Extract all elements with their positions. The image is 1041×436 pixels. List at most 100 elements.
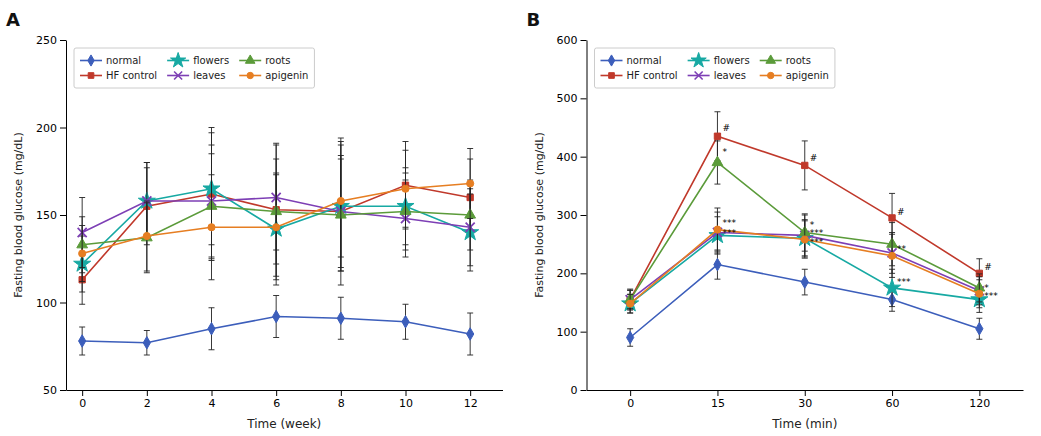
annotation: ** [897,244,907,254]
x-tick-label: 0 [79,397,86,410]
y-tick-label: 400 [557,151,578,164]
error-bar [802,269,808,295]
error-bar [403,150,409,227]
marker [714,133,720,139]
legend-marker [695,71,703,79]
x-tick: 10 [399,390,413,410]
x-tick: 2 [144,390,151,410]
x-tick-mark [717,390,718,396]
x-tick: 15 [711,390,725,410]
y-tick-mark [581,157,587,158]
x-tick-label: 120 [969,397,990,410]
legend-label: leaves [714,70,746,81]
marker [802,162,808,168]
marker [143,232,150,239]
legend: normalHF controlflowersleavesrootsapigen… [74,48,314,88]
legend: normal HF control flowers leaves roots apigen… [595,48,835,88]
x-tick-label: 8 [338,397,345,410]
y-tick-mark [581,40,587,41]
annotation: # [984,262,992,272]
annotation: *** [722,228,736,238]
legend-label: HF control [627,70,678,81]
series [626,212,984,309]
series [79,145,474,282]
marker [402,316,409,328]
x-tick-label: 30 [798,397,812,410]
error-bar [976,318,982,339]
error-bar [209,308,215,350]
y-tick: 500 [557,92,587,105]
x-tick-label: 0 [627,397,634,410]
marker [888,252,895,259]
marker [402,185,409,192]
x-tick: 120 [969,390,990,410]
error-bar [627,294,633,313]
legend-marker [609,73,615,79]
x-tick-label: 4 [209,397,216,410]
marker [976,290,983,297]
error-bar [273,296,279,338]
annotation: # [810,153,818,163]
y-tick-label: 250 [36,34,57,47]
x-tick-mark [630,390,631,396]
error-bar [467,313,473,355]
legend-label: roots [786,55,811,66]
y-tick: 200 [36,122,66,135]
legend-item: HF control [80,70,157,81]
marker [208,224,215,231]
marker [141,232,152,241]
legend-item: flowers [688,52,750,66]
y-tick: 600 [557,34,587,47]
x-tick-mark [406,390,407,396]
x-tick-label: 15 [711,397,725,410]
y-tick: 400 [557,151,587,164]
y-tick-label: 50 [43,384,57,397]
legend-marker [88,55,94,66]
error-bar [338,297,344,339]
error-bar [802,221,808,258]
y-tick: 250 [36,34,66,47]
marker [627,331,634,343]
legend-label: flowers [193,55,229,66]
x-tick-label: 10 [399,397,413,410]
series-line [630,230,979,304]
series-line [630,265,979,338]
marker [79,250,86,257]
y-tick-mark [60,40,66,41]
series-line [630,163,979,300]
panel: 01530601200100200300400500600Time (min)F… [527,9,1024,431]
marker [889,215,895,221]
y-tick: 150 [36,209,66,222]
marker [712,156,723,165]
y-tick-mark [581,390,587,391]
x-tick-label: 6 [273,397,280,410]
annotations: #*******#*******#*****#**** [722,123,998,302]
y-axis-line [66,41,67,391]
legend-item: flowers [167,52,229,66]
error-bar [144,331,150,356]
error-bar [273,175,279,280]
marker [273,224,280,231]
annotation: *** [897,277,911,287]
x-tick-mark [805,390,806,396]
x-tick: 12 [464,390,478,410]
y-tick-label: 150 [36,209,57,222]
plot-area [622,112,988,347]
legend-item: leaves [688,70,746,81]
legend-marker [768,72,774,78]
error-bar [79,327,85,355]
y-tick-label: 300 [557,209,578,222]
panel: 02468101250100150200250Time (week)Fastin… [6,9,503,431]
marker [79,335,86,347]
marker [143,337,150,349]
x-tick: 4 [209,390,216,410]
y-tick: 100 [36,297,66,310]
y-tick-label: 200 [557,267,578,280]
legend-item: normal [601,55,662,66]
y-axis-line [587,41,588,391]
legend-item: apigenin [760,70,829,81]
series [627,112,983,310]
y-tick-label: 100 [36,297,57,310]
x-tick-label: 60 [886,397,900,410]
x-tick: 0 [627,390,634,410]
